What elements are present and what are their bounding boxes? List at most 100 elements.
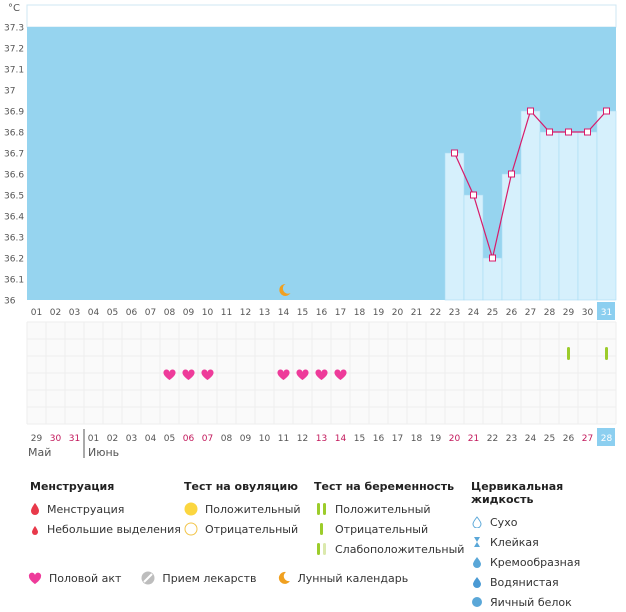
- x-tick-label: 01: [31, 308, 42, 318]
- cycle-day-label: 25: [544, 434, 555, 444]
- plot-top-area: [26, 4, 617, 28]
- cycle-day-label: 12: [297, 434, 308, 444]
- legend-item: Прием лекарств: [141, 571, 257, 585]
- month-label-may: Май: [28, 446, 51, 459]
- x-tick-label: 16: [316, 308, 328, 318]
- x-tick-label: 30: [582, 308, 594, 318]
- legend-item: Кремообразная: [471, 552, 626, 572]
- cycle-day-label: 31: [69, 434, 80, 444]
- x-tick-label: 14: [278, 308, 290, 318]
- y-tick-label: 36.2: [4, 255, 24, 265]
- x-tick-label: 29: [563, 308, 575, 318]
- cycle-day-label: 08: [221, 434, 233, 444]
- x-tick-label: 20: [392, 308, 404, 318]
- legend-label: Слабоположительный: [335, 542, 465, 556]
- y-tick-label: 36.6: [4, 171, 24, 181]
- cycle-day-label: 19: [430, 434, 442, 444]
- y-unit-label: °C: [8, 3, 20, 14]
- cycle-day-label: 28: [601, 434, 613, 444]
- legend-item: Половой акт: [28, 572, 121, 585]
- cycle-day-label: 06: [183, 434, 195, 444]
- cycle-day-label: 13: [316, 434, 327, 444]
- y-tick-label: 36.8: [4, 129, 24, 139]
- y-tick-label: 37.1: [4, 66, 24, 76]
- legend-label: Менструация: [47, 502, 125, 516]
- cycle-day-label: 10: [259, 434, 271, 444]
- temp-bar: [501, 173, 522, 301]
- x-tick-label: 18: [354, 308, 366, 318]
- legend-label: Половой акт: [49, 571, 122, 585]
- legend-item: Положительный: [314, 499, 464, 519]
- x-tick-label: 31: [601, 308, 612, 318]
- legend-item: Сухо: [471, 512, 626, 532]
- sticky-icon: [474, 537, 480, 547]
- temp-bar: [577, 131, 598, 301]
- legend-item: Отрицательный: [184, 519, 301, 539]
- legend-pregnancy: Тест на беременность Положительный Отриц…: [314, 480, 464, 559]
- legend-label: Водянистая: [490, 575, 559, 589]
- x-tick-label: 28: [544, 308, 556, 318]
- pregnancy-test-icon: [605, 347, 608, 360]
- dry-drop-icon: [472, 516, 482, 528]
- legend-title: Тест на овуляцию: [184, 480, 298, 493]
- temperature-point: [527, 107, 534, 115]
- heart-icon: [182, 369, 195, 380]
- legend-title: Цервикальная жидкость: [471, 480, 564, 506]
- legend-title: Менструация: [30, 480, 115, 493]
- cycle-day-label: 26: [563, 434, 575, 444]
- cycle-day-label: 21: [468, 434, 479, 444]
- heart-icon: [163, 369, 176, 380]
- y-tick-label: 36.5: [4, 192, 24, 202]
- x-tick-label: 21: [411, 308, 422, 318]
- x-tick-label: 08: [164, 308, 176, 318]
- x-tick-label: 10: [202, 308, 214, 318]
- temperature-point: [584, 128, 591, 136]
- cycle-day-label: 16: [373, 434, 385, 444]
- x-tick-label: 05: [107, 308, 118, 318]
- watery-drop-icon: [473, 577, 481, 588]
- y-tick-label: 37: [4, 87, 15, 97]
- drop-icon: [31, 503, 39, 515]
- cycle-day-label: 11: [278, 434, 289, 444]
- legend-item: Клейкая: [471, 532, 626, 552]
- egg-white-icon: [472, 597, 482, 607]
- temperature-point: [451, 149, 458, 157]
- legend-label: Сухо: [490, 515, 518, 529]
- legend-label: Положительный: [335, 502, 431, 516]
- x-tick-label: 26: [506, 308, 518, 318]
- temp-bar: [558, 131, 579, 301]
- temp-bar: [444, 152, 465, 301]
- cycle-day-highlight: [597, 428, 615, 446]
- y-tick-label: 36.3: [4, 234, 24, 244]
- legend-item: Положительный: [184, 499, 301, 519]
- temp-bar: [520, 110, 541, 301]
- cycle-day-label: 29: [31, 434, 43, 444]
- legend-label: Отрицательный: [335, 522, 429, 536]
- legend-item: Лунный календарь: [277, 571, 408, 585]
- cycle-day-label: 07: [202, 434, 213, 444]
- x-tick-label: 04: [88, 308, 100, 318]
- legend-item: Водянистая: [471, 572, 626, 592]
- legend-item: Небольшие выделения: [30, 519, 181, 539]
- cycle-day-label: 27: [582, 434, 593, 444]
- legend-item: Яичный белок: [471, 592, 626, 612]
- y-tick-label: 37.2: [4, 45, 24, 55]
- x-tick-label: 25: [487, 308, 498, 318]
- cycle-day-label: 17: [392, 434, 403, 444]
- heart-icon: [315, 369, 328, 380]
- moon-icon: [279, 283, 291, 296]
- x-tick-label: 13: [259, 308, 270, 318]
- creamy-icon: [473, 557, 481, 568]
- cycle-day-label: 14: [335, 434, 347, 444]
- legend-ovulation: Тест на овуляцию Положительный Отрицател…: [184, 480, 301, 539]
- x-tick-label: 12: [240, 308, 251, 318]
- legend-item: Отрицательный: [314, 519, 464, 539]
- y-tick-label: 36.1: [4, 276, 24, 286]
- cycle-day-label: 01: [88, 434, 99, 444]
- pill-icon: [141, 571, 155, 585]
- legend-label: Кремообразная: [490, 555, 581, 569]
- temp-bar: [596, 110, 617, 301]
- heart-icon: [28, 572, 42, 584]
- y-tick-label: 36.4: [4, 213, 24, 223]
- x-tick-label: 06: [126, 308, 138, 318]
